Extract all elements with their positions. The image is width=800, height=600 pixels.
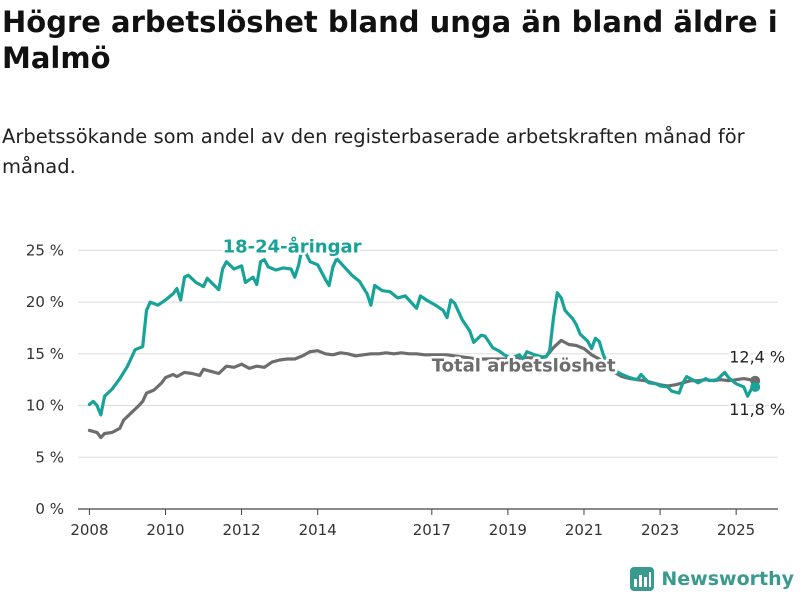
end-label-youth: 11,8 % <box>729 400 785 419</box>
y-tick-label: 25 % <box>26 241 64 259</box>
x-tick-label: 2023 <box>641 521 679 539</box>
y-axis-ticks: 0 % 5 % 10 % 15 % 20 % 25 % <box>26 241 64 518</box>
x-tick-label: 2008 <box>70 521 108 539</box>
series-labels: 18-24-åringar Total arbetslöshet 12,4 % 11,… <box>220 233 787 421</box>
series-line-0 <box>87 244 757 417</box>
x-tick-label: 2017 <box>413 521 451 539</box>
y-tick-label: 20 % <box>26 293 64 311</box>
series-line-1 <box>87 338 757 440</box>
y-tick-label: 15 % <box>26 345 64 363</box>
x-tick-label: 2014 <box>299 521 337 539</box>
x-tick-label: 2025 <box>717 521 755 539</box>
series-label-total: Total arbetslöshet <box>432 355 616 376</box>
series-end-point-0 <box>750 381 761 392</box>
y-tick-label: 0 % <box>35 500 64 518</box>
x-tick-label: 2021 <box>565 521 603 539</box>
brand-name: Newsworthy <box>661 568 794 590</box>
bar-chart-logo-icon <box>630 567 655 591</box>
x-tick-label: 2019 <box>489 521 527 539</box>
x-tick-label: 2012 <box>222 521 260 539</box>
x-axis-ticks: 2008 2010 2012 2014 2017 2019 2021 2023 2025 <box>70 509 755 539</box>
x-tick-label: 2010 <box>146 521 184 539</box>
series-lines <box>87 244 761 440</box>
y-tick-label: 10 % <box>26 397 64 415</box>
chart-subtitle: Arbetssökande som andel av den registerb… <box>2 125 745 178</box>
y-tick-label: 5 % <box>35 448 64 466</box>
end-label-total: 12,4 % <box>729 348 785 367</box>
series-label-youth: 18-24-åringar <box>223 235 362 257</box>
chart-title: Högre arbetslöshet bland unga än bland ä… <box>2 5 778 75</box>
brand-logo: Newsworthy <box>629 564 794 594</box>
